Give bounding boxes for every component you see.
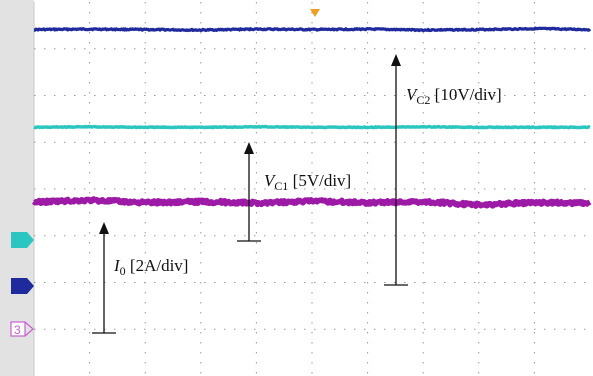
vc1-annotation-symbol: V [264,171,277,190]
i0-annotation-subscript: 0 [120,264,126,278]
left-gutter [0,0,34,376]
channel-marker-1 [11,278,34,294]
vc2-annotation: VC2 [10V/div] [406,85,502,107]
i0-measure-arrow [92,222,116,334]
vc1-annotation-subscript: C1 [274,179,288,193]
vc1-annotation: VC1 [5V/div] [264,171,351,193]
vc1-annotation-scale: [5V/div] [288,171,351,190]
i0-annotation-symbol: I [113,256,121,275]
i0-annotation-scale: [2A/div] [126,256,189,275]
trace-i-0 [31,196,592,209]
trace-v-c2 [33,26,592,33]
channel-marker-3-label: 3 [14,323,21,337]
trigger-marker-icon [310,9,320,17]
traces [31,26,592,209]
plot-area [34,2,590,376]
i0-annotation: I0 [2A/div] [113,256,188,278]
vc2-annotation-subscript: C2 [416,93,430,107]
channel-marker-2 [11,232,34,248]
vc2-measure-arrow [384,54,408,286]
vc2-annotation-scale: [10V/div] [430,85,501,104]
vc2-annotation-symbol: V [406,85,419,104]
channel-marker-3: 3 [10,321,34,337]
trace-v-c1 [33,124,591,130]
vc1-measure-arrow [237,142,261,242]
